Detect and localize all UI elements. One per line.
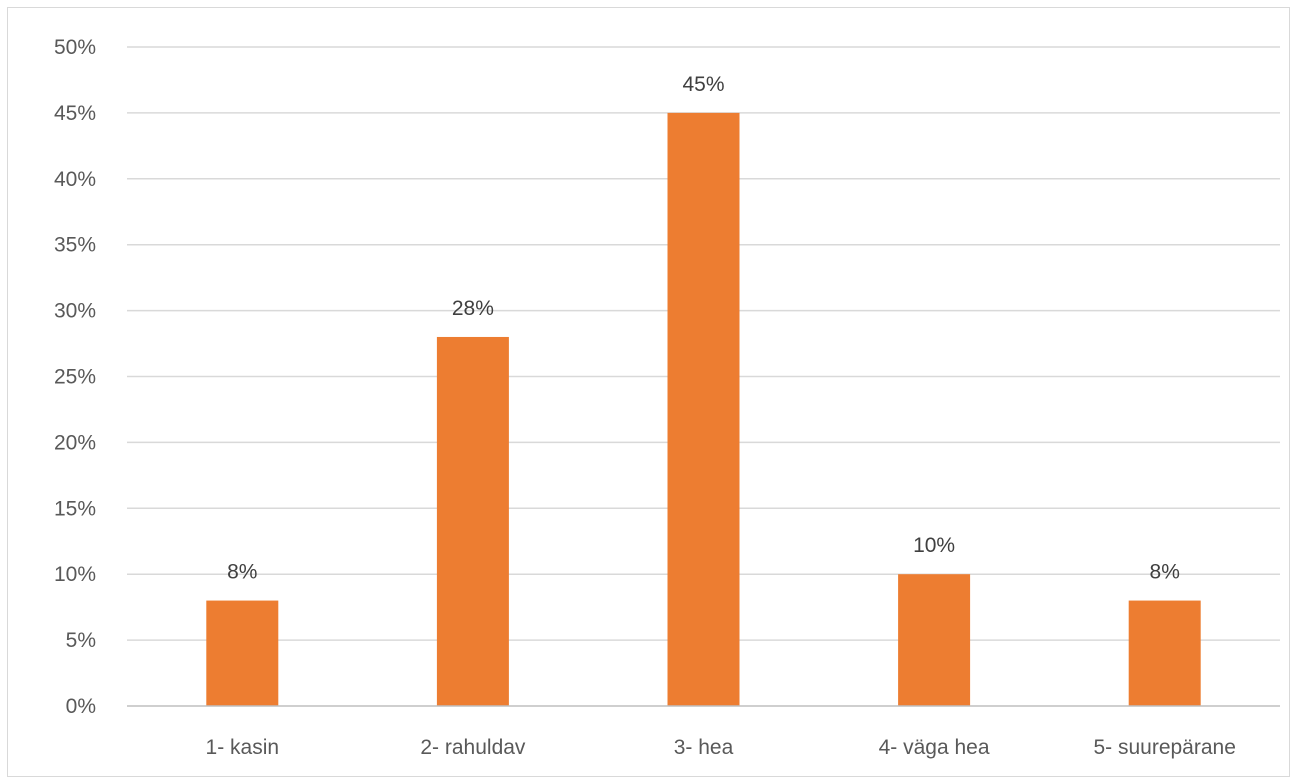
y-tick-label: 50%: [54, 36, 96, 59]
bars: [206, 112, 1201, 706]
data-label: 45%: [682, 73, 724, 96]
bar: [898, 574, 971, 706]
bar: [1128, 600, 1201, 706]
y-tick-label: 45%: [54, 102, 96, 125]
data-label: 8%: [227, 561, 257, 584]
data-label: 8%: [1150, 561, 1180, 584]
x-tick-label: 5- suurepärane: [1093, 736, 1235, 759]
data-label: 10%: [913, 534, 955, 557]
bar: [206, 600, 279, 706]
x-tick-label: 4- väga hea: [879, 736, 990, 759]
y-tick-label: 0%: [66, 695, 96, 718]
y-tick-label: 5%: [66, 629, 96, 652]
y-tick-label: 30%: [54, 300, 96, 323]
data-labels: 8% 28% 45% 10% 8%: [227, 73, 1180, 584]
bar: [667, 112, 740, 706]
y-tick-label: 35%: [54, 234, 96, 257]
y-tick-label: 10%: [54, 563, 96, 586]
y-tick-label: 20%: [54, 431, 96, 454]
y-tick-label: 15%: [54, 497, 96, 520]
x-tick-label: 3- hea: [674, 736, 734, 759]
data-label: 28%: [452, 297, 494, 320]
x-tick-label: 2- rahuldav: [420, 736, 526, 759]
y-tick-label: 25%: [54, 366, 96, 389]
x-tick-label: 1- kasin: [206, 736, 280, 759]
y-axis-tick-labels: 0% 5% 10% 15% 20% 25% 30% 35% 40% 45% 50%: [54, 36, 96, 718]
x-axis-tick-labels: 1- kasin 2- rahuldav 3- hea 4- väga hea 5- s…: [206, 736, 1236, 759]
bar: [436, 336, 509, 706]
y-tick-label: 40%: [54, 168, 96, 191]
